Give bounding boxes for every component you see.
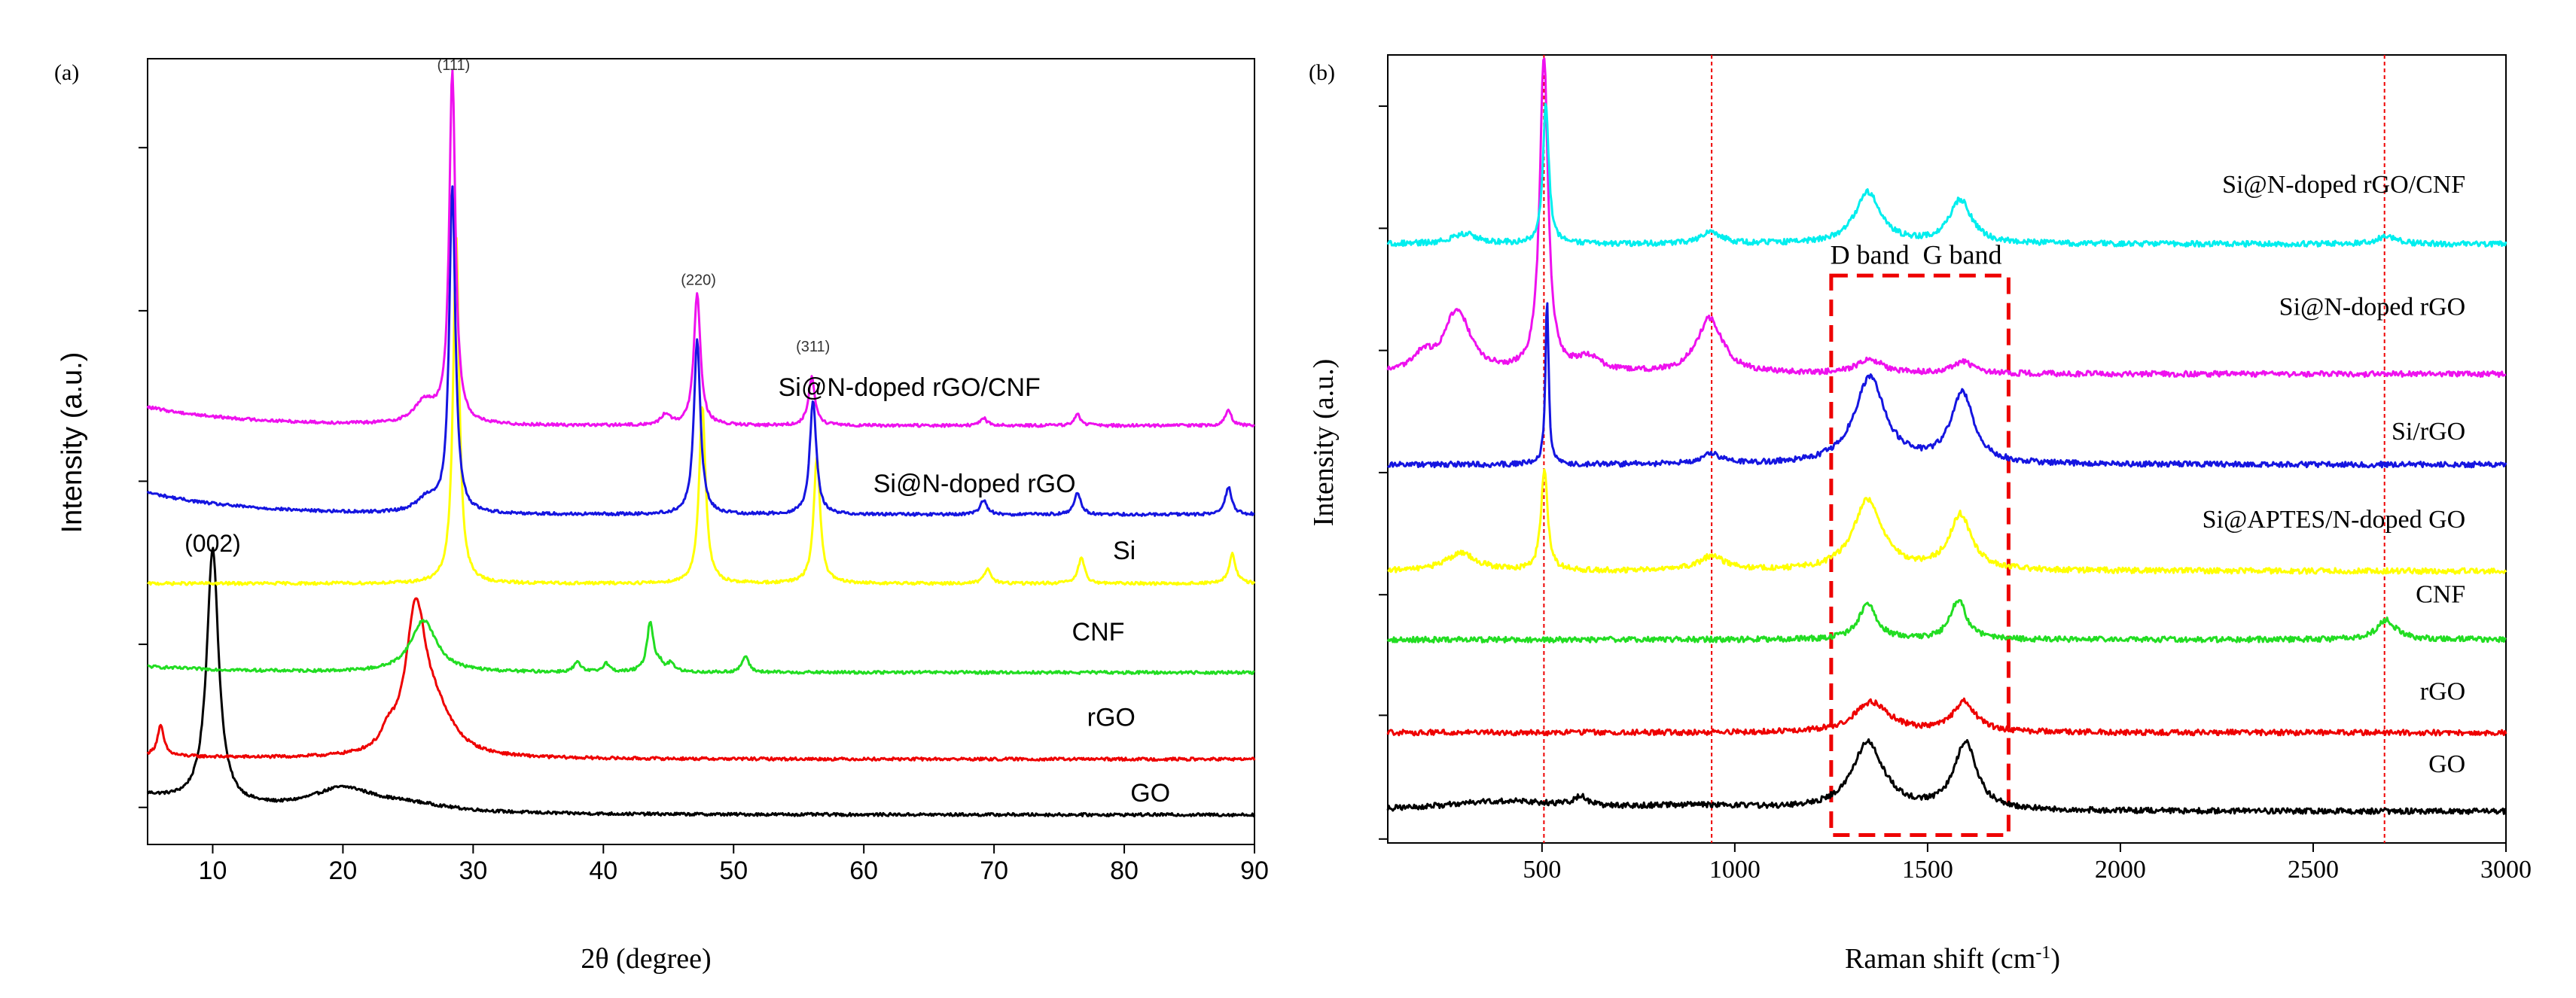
series-label-go: GO bbox=[1130, 779, 1170, 808]
series-line-rgo bbox=[1386, 697, 2507, 737]
series-label-si: Si bbox=[1113, 537, 1136, 565]
panel-b-x-axis-label-superscript: -1 bbox=[2035, 943, 2050, 963]
x-tick-label: 2000 bbox=[2095, 856, 2146, 884]
x-tick-label: 1500 bbox=[1902, 856, 1953, 884]
peak-label: (220) bbox=[681, 272, 716, 288]
series-label-si-n-doped-rgo: Si@N-doped rGO bbox=[2279, 294, 2466, 321]
series-line-si-n-doped-rgo-cnf bbox=[1386, 102, 2507, 248]
x-tick-label: 90 bbox=[1240, 857, 1269, 885]
series-line-si-n-doped-rgo bbox=[146, 185, 1255, 517]
series-label-cnf: CNF bbox=[2416, 581, 2465, 609]
series-label-si-aptes-n-doped-go: Si@APTES/N-doped GO bbox=[2203, 506, 2466, 534]
plot-frame bbox=[147, 58, 1255, 845]
x-tick-label: 20 bbox=[328, 857, 357, 885]
series-label-si-n-doped-rgo-cnf: Si@N-doped rGO/CNF bbox=[2222, 171, 2465, 199]
panel-b-x-axis-label-main: Raman shift (cm bbox=[1845, 943, 2035, 975]
panel-a-label: (a) bbox=[54, 60, 79, 85]
peak-label: (311) bbox=[796, 339, 830, 355]
peak-label: (111) bbox=[437, 57, 471, 74]
series-line-cnf bbox=[1386, 599, 2507, 644]
panel-b-x-axis-label: Raman shift (cm-1) bbox=[1845, 943, 2060, 975]
peak-label: (002) bbox=[184, 530, 241, 557]
series-line-go bbox=[146, 546, 1256, 817]
series-line-cnf bbox=[147, 619, 1255, 675]
series-label-go: GO bbox=[2428, 750, 2465, 778]
series-line-si-n-doped-rgo-cnf bbox=[146, 69, 1255, 428]
band-highlight-box bbox=[1829, 273, 2010, 838]
series-line-rgo bbox=[146, 597, 1256, 762]
panel-a-y-axis-label: Intensity (a.u.) bbox=[56, 352, 88, 534]
panel-b-raman: (b) GO rGO CNF Si@APTES/N-doped GO Si/rGO Si@… bbox=[1308, 54, 2532, 975]
x-tick-label: 3000 bbox=[2480, 856, 2532, 884]
series-line-si-aptes-n-doped-go bbox=[1387, 468, 2507, 575]
series-label-rgo: rGO bbox=[2420, 677, 2465, 705]
plot-frame bbox=[1387, 54, 2507, 844]
panel-b-x-axis-label-end: ) bbox=[2050, 943, 2060, 975]
series-line-si-rgo bbox=[1387, 302, 2507, 469]
x-tick-label: 500 bbox=[1523, 856, 1561, 884]
series-label-si-n-doped-rgo: Si@N-doped rGO bbox=[873, 470, 1076, 498]
x-tick-label: 80 bbox=[1110, 857, 1139, 885]
panel-b-plot-area: GO rGO CNF Si@APTES/N-doped GO Si/rGO Si@N-do… bbox=[1379, 54, 2532, 884]
x-tick-label: 40 bbox=[589, 857, 617, 885]
series-line-go bbox=[1386, 738, 2507, 815]
band-label: G band bbox=[1922, 239, 2001, 269]
x-tick-label: 1000 bbox=[1709, 856, 1761, 884]
x-tick-label: 10 bbox=[199, 857, 227, 885]
panel-a-xrd: (a) GO rGO CNF Si Si@N-doped rGO Si@N-doped r… bbox=[54, 57, 1269, 975]
x-tick-label: 2500 bbox=[2288, 856, 2339, 884]
band-label: D band bbox=[1831, 239, 1910, 269]
series-label-rgo: rGO bbox=[1087, 703, 1136, 732]
series-label-si-rgo: Si/rGO bbox=[2392, 418, 2465, 446]
x-tick-label: 30 bbox=[459, 857, 487, 885]
x-tick-label: 60 bbox=[849, 857, 878, 885]
series-label-cnf: CNF bbox=[1072, 618, 1125, 647]
series-line-si-n-doped-rgo bbox=[1386, 57, 2507, 379]
panel-a-plot-area: GO rGO CNF Si Si@N-doped rGO Si@N-doped rGO/C… bbox=[139, 57, 1269, 885]
panel-a-x-axis-label: 2θ (degree) bbox=[581, 943, 711, 975]
x-tick-label: 50 bbox=[719, 857, 748, 885]
panel-b-y-axis-label: Intensity (a.u.) bbox=[1308, 359, 1340, 527]
x-tick-label: 70 bbox=[980, 857, 1008, 885]
series-label-si-n-doped-rgo-cnf: Si@N-doped rGO/CNF bbox=[779, 373, 1041, 402]
panel-b-label: (b) bbox=[1309, 60, 1335, 85]
